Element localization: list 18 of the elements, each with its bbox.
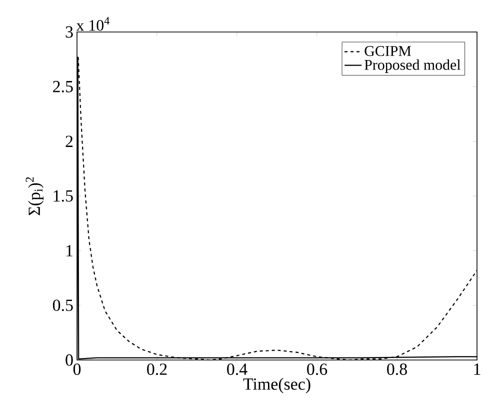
y-tick-label: 0.5	[52, 300, 73, 312]
x-axis-title: Time(sec)	[243, 378, 310, 394]
text: x 10$^{4}$	[76, 17, 110, 31]
x-tick-label: 0.2	[147, 364, 167, 376]
legend-label: Proposed model	[364, 59, 461, 73]
y-axis-title: Σ(p$_{i}$)$^{2}$	[26, 177, 44, 216]
legend-label: GCIPM	[364, 46, 411, 56]
x-tick-label: 1	[474, 364, 480, 375]
y-tick-label: 2.5	[53, 80, 73, 92]
y-tick-label: 2	[66, 136, 73, 147]
x-tick-label: 0.8	[387, 364, 407, 376]
y-tick-label: 1	[66, 245, 72, 256]
y-tick-label: 1.5	[54, 190, 73, 202]
x-tick-label: 0	[73, 364, 81, 375]
x-tick-label: 0.6	[307, 364, 328, 376]
x-tick-label: 0.4	[227, 364, 248, 376]
y-tick-label: 3	[66, 26, 73, 38]
y-tick-label: 0	[66, 354, 73, 366]
